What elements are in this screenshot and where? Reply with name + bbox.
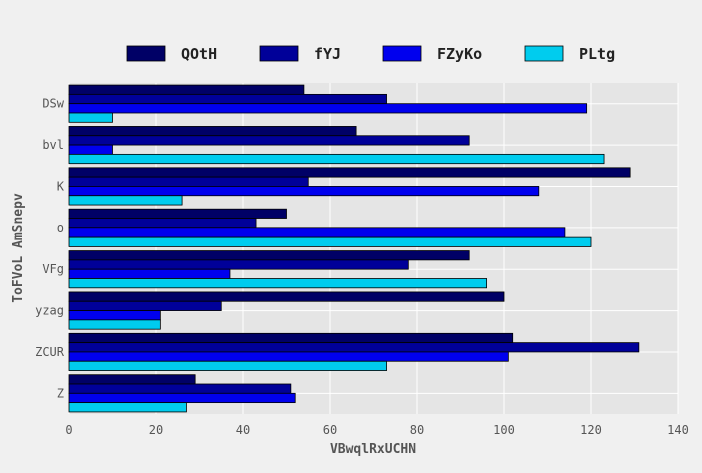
- bar: [68, 278, 488, 289]
- bar: [68, 360, 387, 371]
- y-tick-label: K: [57, 179, 65, 193]
- bars-layer: [68, 84, 640, 413]
- bar: [68, 112, 113, 123]
- x-tick-label: 40: [236, 423, 250, 437]
- y-tick-label: DSw: [42, 97, 64, 111]
- y-axis-label: ToFVoL AmSnepv: [11, 193, 26, 303]
- legend-swatch: [259, 45, 299, 62]
- bar: [68, 195, 183, 206]
- y-tick-label: o: [57, 221, 64, 235]
- bar: [68, 332, 514, 344]
- x-tick-label: 20: [149, 423, 163, 437]
- legend-swatch: [524, 45, 564, 62]
- x-tick-label: 0: [65, 423, 72, 437]
- legend-label: fYJ: [314, 45, 341, 63]
- bar: [68, 291, 505, 302]
- bar: [68, 227, 566, 238]
- legend-label: PLtg: [579, 45, 615, 63]
- y-tick-label: Z: [57, 386, 64, 400]
- y-tick-label: yzag: [35, 304, 64, 318]
- y-tick-label: VFg: [42, 262, 64, 276]
- x-tick-label: 120: [580, 423, 602, 437]
- legend-swatch: [382, 45, 422, 62]
- y-tick-label: bvl: [42, 138, 64, 152]
- bar: [68, 126, 357, 137]
- bar: [68, 84, 305, 95]
- bar: [68, 186, 540, 197]
- x-axis-label: VBwqlRxUCHN: [330, 442, 416, 457]
- bar: [68, 153, 605, 165]
- bar: [68, 351, 509, 362]
- bar: [68, 259, 409, 270]
- bar: [68, 342, 640, 353]
- x-tick-label: 80: [410, 423, 424, 437]
- bar: [68, 167, 631, 178]
- bar: [68, 300, 222, 311]
- bar: [68, 383, 292, 394]
- x-tick-label: 60: [323, 423, 337, 437]
- legend: QOtH fYJ FZyKo PLtg: [126, 45, 615, 63]
- bar: [68, 144, 113, 155]
- bar: [68, 319, 161, 330]
- bar: [68, 135, 470, 146]
- bar: [68, 392, 296, 404]
- bar: [68, 374, 196, 385]
- bar: [68, 402, 187, 413]
- bar: [68, 236, 592, 247]
- x-tick-label: 100: [493, 423, 515, 437]
- bar: [68, 176, 309, 187]
- bar: [68, 208, 287, 219]
- bar: [68, 310, 161, 321]
- legend-label: QOtH: [181, 45, 217, 63]
- bar: [68, 250, 470, 261]
- bar: [68, 218, 257, 229]
- bar: [68, 103, 588, 114]
- legend-swatch: [126, 45, 166, 62]
- x-tick-label: 140: [667, 423, 689, 437]
- bar: [68, 268, 231, 279]
- y-tick-label: ZCUR: [35, 345, 65, 359]
- bar: [68, 93, 387, 105]
- legend-label: FZyKo: [437, 45, 482, 63]
- axis-layer: 0 20 40 60 80 100 120 140 DSw bvl Ko VFg yzag ZCUR Z: [35, 97, 689, 437]
